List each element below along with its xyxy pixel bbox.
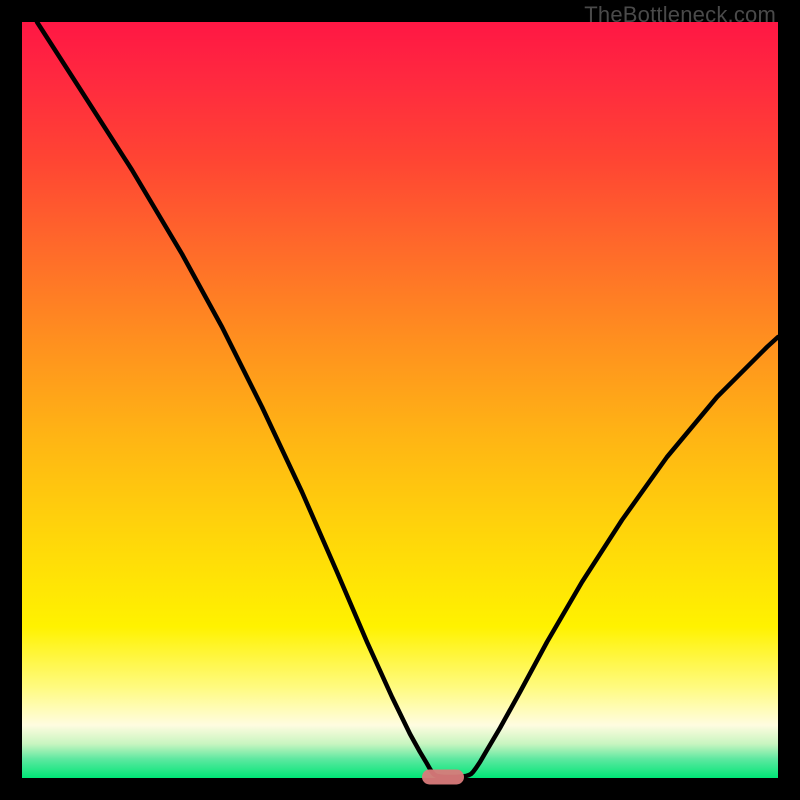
gradient-background bbox=[22, 22, 778, 778]
chart-frame: TheBottleneck.com bbox=[0, 0, 800, 800]
optimum-marker bbox=[422, 770, 464, 785]
bottleneck-curve-svg bbox=[22, 22, 778, 778]
plot-area bbox=[22, 22, 778, 778]
watermark-text: TheBottleneck.com bbox=[584, 2, 776, 28]
